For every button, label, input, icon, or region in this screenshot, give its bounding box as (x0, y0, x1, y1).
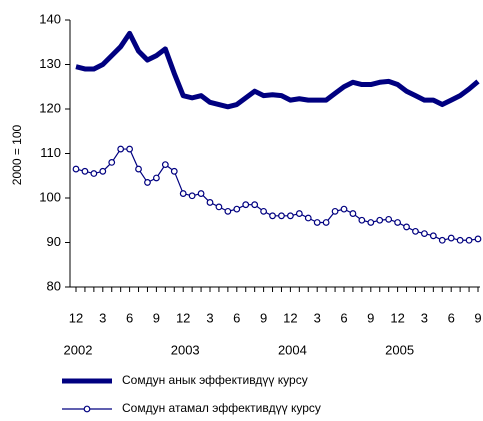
series-marker (81, 167, 89, 175)
series-marker (278, 212, 285, 220)
x-tick-label: 9 (474, 310, 481, 325)
y-tick-label: 110 (40, 145, 61, 160)
series-marker (421, 230, 428, 238)
series-marker (376, 216, 384, 224)
x-tick-label: 3 (421, 310, 428, 325)
series-marker (358, 216, 366, 224)
series-marker (304, 214, 312, 222)
x-tick-label: 6 (448, 310, 455, 325)
series-line (75, 30, 480, 110)
x-tick-label: 12 (176, 310, 190, 325)
series-marker (412, 227, 419, 235)
year-label: 2005 (385, 342, 414, 357)
series-marker (447, 234, 455, 242)
series-marker (108, 158, 116, 166)
series-marker (367, 219, 375, 226)
year-label: 2002 (64, 342, 93, 357)
y-tick-label: 90 (47, 234, 61, 249)
series-marker (242, 201, 250, 209)
series-marker (152, 174, 160, 182)
series-marker (135, 165, 142, 173)
series-marker (233, 205, 241, 213)
series-marker (188, 192, 196, 200)
y-tick-label: 140 (39, 11, 61, 26)
x-tick-label: 12 (69, 310, 83, 325)
y-tick-label: 80 (47, 278, 61, 293)
x-tick-label: 6 (126, 310, 133, 325)
series-marker (99, 167, 107, 175)
x-tick-label: 9 (367, 310, 374, 325)
series-marker (269, 212, 276, 220)
series-marker (224, 207, 232, 215)
series-marker (144, 179, 151, 186)
series-marker (465, 236, 473, 244)
year-label: 2004 (278, 342, 307, 357)
series-marker (456, 236, 464, 244)
y-tick-label: 100 (39, 189, 61, 204)
x-tick-label: 6 (233, 310, 240, 325)
x-tick-label: 12 (283, 310, 297, 325)
series-marker (90, 170, 98, 177)
series-marker (313, 219, 321, 226)
series-marker (260, 207, 268, 215)
series-marker (251, 201, 259, 209)
x-tick-label: 3 (314, 310, 321, 325)
series-marker (322, 219, 330, 226)
x-tick-label: 6 (340, 310, 347, 325)
series-line (75, 148, 479, 241)
series-marker (170, 167, 178, 175)
series-marker (126, 145, 134, 153)
series-marker (287, 212, 294, 220)
series-marker (474, 235, 482, 243)
legend-label: Сомдун анык эффективдүү курсу (122, 373, 308, 387)
series-marker (161, 161, 169, 169)
y-axis-label: 2000 = 100 (10, 124, 24, 185)
x-tick-label: 9 (153, 310, 160, 325)
series-marker (331, 207, 339, 215)
series-marker (295, 210, 303, 217)
series-marker (438, 236, 446, 244)
series-marker (340, 205, 348, 213)
series-marker (197, 190, 205, 197)
y-tick-label: 130 (39, 56, 61, 71)
legend-label: Сомдун атамал эффективдүү курсу (122, 401, 321, 415)
series-marker (117, 145, 125, 153)
legend-marker (83, 405, 91, 413)
series-marker (206, 199, 214, 206)
series-marker (429, 232, 437, 240)
x-tick-label: 3 (99, 310, 106, 325)
series-marker (403, 223, 410, 231)
series-marker (179, 190, 187, 197)
series-marker (72, 165, 80, 173)
x-tick-label: 12 (390, 310, 404, 325)
x-tick-label: 3 (206, 310, 213, 325)
x-tick-label: 9 (260, 310, 267, 325)
series-marker (394, 219, 402, 226)
series-marker (349, 210, 357, 217)
series-marker (385, 215, 393, 223)
year-label: 2003 (171, 342, 200, 357)
y-tick-label: 120 (39, 100, 61, 115)
series-marker (215, 203, 223, 211)
